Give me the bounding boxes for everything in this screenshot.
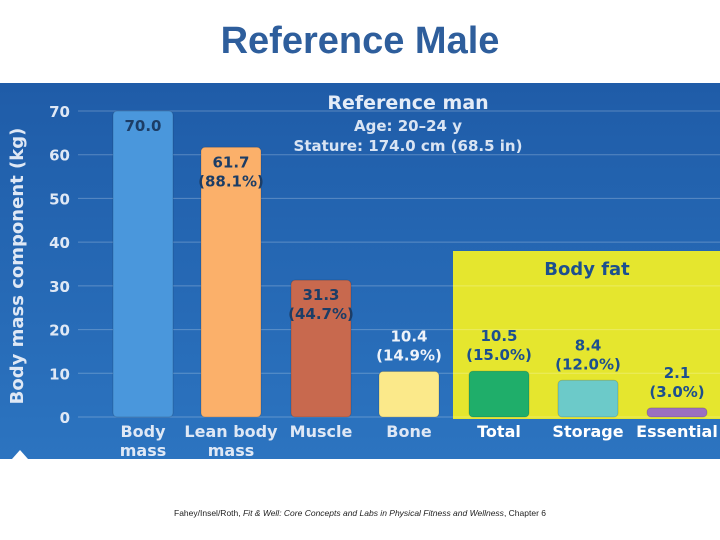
body-fat-panel-label: Body fat xyxy=(544,259,630,280)
percent-label: (12.0%) xyxy=(555,355,621,373)
percent-label: (3.0%) xyxy=(649,383,704,401)
value-label: 8.4 xyxy=(575,336,602,354)
bar-storage xyxy=(557,379,619,418)
bar-body-mass xyxy=(112,110,174,418)
bar-muscle xyxy=(290,279,352,418)
percent-label: (15.0%) xyxy=(466,346,532,364)
value-label: 61.7 xyxy=(212,153,249,171)
percent-label: (88.1%) xyxy=(198,172,264,190)
x-category-label: Muscle xyxy=(290,422,353,441)
footer-citation: Fahey/Insel/Roth, Fit & Well: Core Conce… xyxy=(0,508,720,518)
chart-title: Reference man xyxy=(327,92,488,114)
x-category-label: Total xyxy=(477,422,521,441)
x-category-label: Lean body xyxy=(184,422,278,441)
y-tick-label: 60 xyxy=(49,147,70,165)
y-tick-label: 0 xyxy=(60,409,70,427)
footer-book-title: Fit & Well: Core Concepts and Labs in Ph… xyxy=(242,508,504,518)
bar-lean-body-mass xyxy=(200,146,262,418)
logo-mark xyxy=(12,450,28,459)
value-label: 70.0 xyxy=(124,117,161,135)
y-tick-label: 40 xyxy=(49,234,70,252)
footer-authors: Fahey/Insel/Roth, xyxy=(174,508,243,518)
y-tick-label: 50 xyxy=(49,190,70,208)
x-category-label: Body xyxy=(120,422,166,441)
x-category-label: Bone xyxy=(386,422,432,441)
chart-subtitle-stature: Stature: 174.0 cm (68.5 in) xyxy=(294,137,523,155)
y-tick-label: 30 xyxy=(49,278,70,296)
y-tick-label: 70 xyxy=(49,103,70,121)
value-label: 10.4 xyxy=(390,328,427,346)
x-category-label: mass xyxy=(208,441,255,459)
footer-chapter: , Chapter 6 xyxy=(503,508,546,518)
y-axis-label: Body mass component (kg) xyxy=(7,128,28,405)
value-label: 10.5 xyxy=(480,327,517,345)
y-tick-label: 20 xyxy=(49,322,70,340)
slide-title: Reference Male xyxy=(220,20,500,62)
percent-label: (14.9%) xyxy=(376,347,442,365)
value-label: 2.1 xyxy=(664,364,691,382)
x-category-label: Essential xyxy=(636,422,718,441)
bar-bone xyxy=(378,371,440,418)
bar-total xyxy=(468,370,530,418)
x-category-label: Storage xyxy=(552,422,623,441)
chart-subtitle-age: Age: 20–24 y xyxy=(354,117,462,135)
x-category-label: mass xyxy=(120,441,167,459)
y-tick-label: 10 xyxy=(49,365,70,383)
percent-label: (44.7%) xyxy=(288,305,354,323)
value-label: 31.3 xyxy=(302,286,339,304)
bar-essential xyxy=(646,407,708,418)
